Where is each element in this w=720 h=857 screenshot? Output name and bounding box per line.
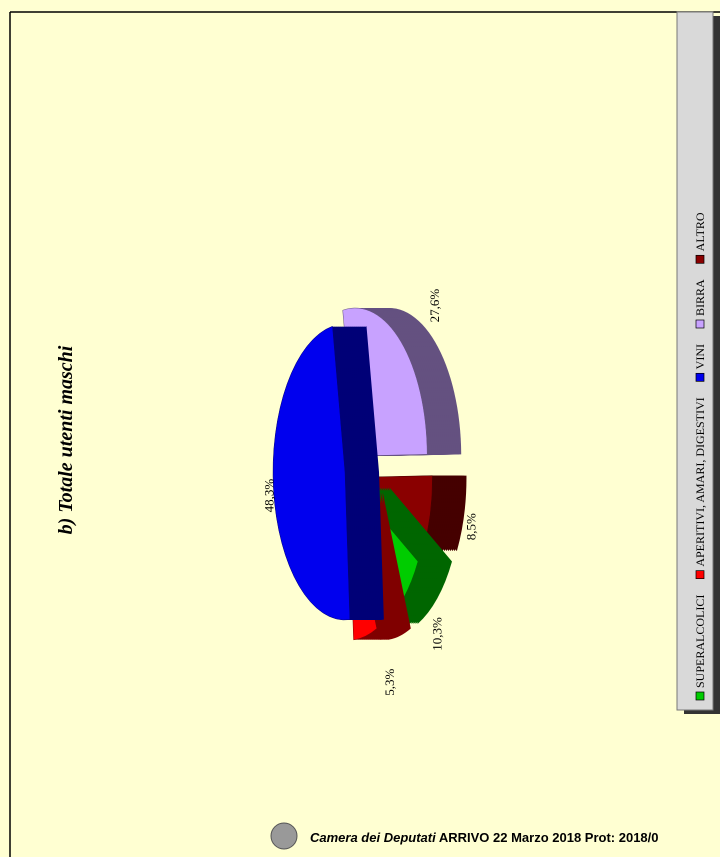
legend-box bbox=[676, 11, 714, 711]
footer-stamp: ARRIVO 22 Marzo 2018 Prot: 2018/0 bbox=[439, 830, 659, 845]
legend-label: VINI bbox=[693, 344, 707, 369]
footer: Camera dei Deputati ARRIVO 22 Marzo 2018… bbox=[310, 830, 659, 845]
footer-source: Camera dei Deputati bbox=[310, 830, 436, 845]
legend-swatch bbox=[695, 691, 705, 701]
legend-label: ALTRO bbox=[693, 212, 707, 251]
legend-label: SUPERALCOLICI bbox=[693, 595, 707, 688]
emblem bbox=[270, 822, 298, 850]
legend-swatch bbox=[695, 254, 705, 264]
legend-swatch bbox=[695, 319, 705, 329]
data-label: 48,3% bbox=[262, 479, 277, 513]
data-label: 5,3% bbox=[382, 669, 397, 696]
data-label: 8,5% bbox=[463, 513, 478, 540]
data-label: 10,3% bbox=[430, 617, 445, 651]
pie: 27,6% 8,5% 10,3% 5,3% 48,3% bbox=[262, 289, 479, 696]
chart-title: b) Totale utenti maschi bbox=[55, 345, 77, 534]
legend-swatch bbox=[695, 372, 705, 382]
legend: SUPERALCOLICI APERITIVI, AMARI, DIGESTIVI… bbox=[693, 212, 707, 701]
data-label: 27,6% bbox=[427, 289, 442, 323]
legend-swatch bbox=[695, 570, 705, 580]
legend-label: APERITIVI, AMARI, DIGESTIVI bbox=[693, 397, 707, 566]
slice bbox=[272, 325, 351, 621]
legend-label: BIRRA bbox=[693, 279, 707, 316]
